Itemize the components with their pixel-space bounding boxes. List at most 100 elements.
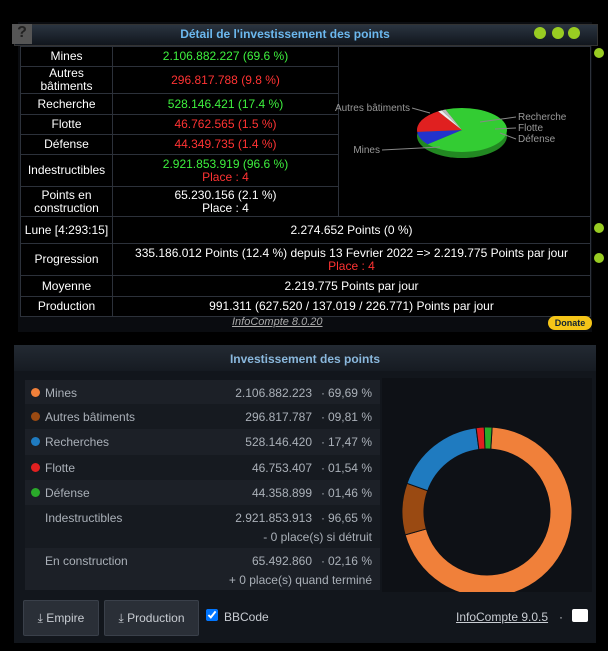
value-text: 528.146.421 (17.4 %) — [167, 96, 284, 111]
row-icon[interactable] — [594, 253, 604, 263]
list-amount: 65.492.860 — [251, 554, 312, 568]
list-percent: 96,65 % — [327, 511, 372, 525]
list-label: Flotte — [45, 461, 76, 475]
value-text: 46.762.565 (1.5 %) — [174, 117, 277, 131]
header-icon[interactable] — [552, 27, 564, 39]
list-row: Indestructibles 2.921.853.913 · 96,65 % - 0 … — [25, 505, 380, 548]
row-value: 2.106.882.227 (69.6 %) — [112, 46, 339, 67]
pie-label: Mines — [353, 145, 380, 156]
pie-label: Défense — [518, 134, 556, 145]
row-label: Autres bâtiments — [20, 66, 113, 94]
bottom-header — [14, 345, 596, 371]
row-value: 46.762.565 (1.5 %) — [112, 114, 339, 135]
list-sep: · — [321, 486, 325, 500]
row-label: Production — [20, 296, 113, 317]
list-row: Autres bâtiments 296.817.787 · 09,81 % — [25, 404, 380, 429]
row-value: 296.817.788 (9.8 %) — [112, 66, 339, 94]
list-percent: 01,46 % — [327, 486, 372, 500]
header-icon[interactable] — [534, 27, 546, 39]
legend-dot — [31, 412, 40, 421]
list-row: Mines 2.106.882.223 · 69,69 % — [25, 380, 380, 404]
value-text: 65.230.156 (2.1 %) — [174, 187, 277, 202]
pie-slice — [438, 110, 462, 130]
row-value: 2.921.853.919 (96.6 %) Place : 4 — [112, 154, 339, 187]
table-row: Flotte 46.762.565 (1.5 %) — [20, 114, 591, 135]
empire-button[interactable]: ⤓ Empire — [23, 600, 99, 636]
pie-leader — [381, 146, 441, 151]
header-icon[interactable] — [568, 27, 580, 39]
row-label: Mines — [20, 46, 113, 67]
list-row: Flotte 46.753.407 · 01,54 % — [25, 455, 380, 480]
row-label: Recherche — [20, 93, 113, 115]
list-sep: · — [321, 511, 325, 525]
table-row: Indestructibles 2.921.853.919 (96.6 %) Pla… — [20, 154, 591, 187]
list-label: Mines — [45, 386, 78, 400]
list-amount: 2.106.882.223 — [235, 386, 312, 400]
pie-slice — [417, 111, 462, 132]
pie-chart: Mines Autres bâtiments RechercheFlotteDéfe… — [335, 103, 567, 158]
donut-slice — [483, 426, 493, 450]
list-row: En construction 65.492.860 · 02,16 % + 0 pla… — [25, 548, 380, 590]
pie-label: Flotte — [518, 123, 543, 134]
list-sub: + 0 place(s) quand terminé — [228, 573, 372, 587]
value-text: 2.219.775 Points par jour — [284, 278, 419, 293]
help-icon[interactable]: ? — [12, 24, 32, 44]
list-label: Indestructibles — [45, 511, 123, 525]
pie-label: Recherche — [518, 112, 567, 123]
row-label: Lune [4:293:15] — [20, 216, 113, 244]
value-text: 2.921.853.919 (96.6 %) — [162, 156, 289, 171]
icons — [534, 27, 604, 263]
list-sep: · — [321, 554, 325, 568]
bbcode-checkbox[interactable] — [206, 609, 218, 621]
list-sep: · — [321, 386, 325, 400]
top-link[interactable]: InfoCompte 8.0.20 — [232, 316, 323, 328]
table-row: Lune [4:293:15] 2.274.652 Points (0 %) — [20, 216, 591, 244]
pie-leader — [479, 116, 517, 123]
table-row: Progression 335.186.012 Points (12.4 %) d… — [20, 243, 591, 276]
pie-leader — [499, 132, 517, 140]
row-label: Progression — [20, 243, 113, 276]
bottom-link[interactable]: InfoCompte 9.0.5 — [456, 610, 549, 624]
place-note: Place : 4 — [202, 200, 249, 215]
row-icon[interactable] — [594, 223, 604, 233]
bottom-title: Investissement des points — [229, 352, 381, 366]
list-sep: · — [321, 435, 325, 449]
table-row: Points en construction 65.230.156 (2.1 %)… — [20, 186, 591, 217]
pie-slice — [417, 130, 462, 145]
row-value: 2.219.775 Points par jour — [112, 275, 591, 297]
row-label: Flotte — [20, 114, 113, 135]
row-value: 991.311 (627.520 / 137.019 / 226.771) Po… — [112, 296, 591, 317]
value-text: 335.186.012 Points (12.4 %) depuis 13 Fe… — [135, 245, 568, 260]
list-percent: 69,69 % — [327, 386, 372, 400]
row-value: 44.349.735 (1.4 %) — [112, 134, 339, 155]
list-label: Recherches — [45, 435, 110, 449]
value-text: 44.349.735 (1.4 %) — [174, 137, 277, 151]
list-sep: · — [321, 461, 325, 475]
donut-slice — [404, 426, 573, 592]
list-percent: 09,81 % — [327, 410, 372, 424]
donate-button[interactable]: Donate — [548, 316, 592, 330]
donut-chart — [401, 426, 573, 592]
list-row: Défense 44.358.899 · 01,46 % — [25, 480, 380, 505]
donut-slice — [401, 482, 429, 536]
list-amount: 46.753.407 — [251, 461, 312, 475]
donut-slice — [406, 427, 480, 492]
legend-dot — [31, 437, 40, 446]
list-amount: 44.358.899 — [251, 486, 312, 500]
legend-dot — [31, 488, 40, 497]
table-row: Production 991.311 (627.520 / 137.019 / 2… — [20, 296, 591, 317]
pie-leader — [494, 127, 517, 130]
value-text: 296.817.788 (9.8 %) — [171, 72, 280, 87]
list-label: En construction — [45, 554, 128, 568]
table-row: Moyenne 2.219.775 Points par jour — [20, 275, 591, 297]
list-amount: 528.146.420 — [245, 435, 312, 449]
list-percent: 01,54 % — [327, 461, 372, 475]
mug-icon[interactable] — [572, 609, 588, 622]
row-value: 2.274.652 Points (0 %) — [112, 216, 591, 244]
production-button[interactable]: ⤓ Production — [104, 600, 199, 636]
value-text: 991.311 (627.520 / 137.019 / 226.771) Po… — [209, 299, 494, 313]
row-icon[interactable] — [594, 48, 604, 58]
value-text: 2.106.882.227 (69.6 %) — [162, 49, 289, 63]
list-amount: 2.921.853.913 — [235, 511, 312, 525]
list-label: Défense — [45, 486, 90, 500]
